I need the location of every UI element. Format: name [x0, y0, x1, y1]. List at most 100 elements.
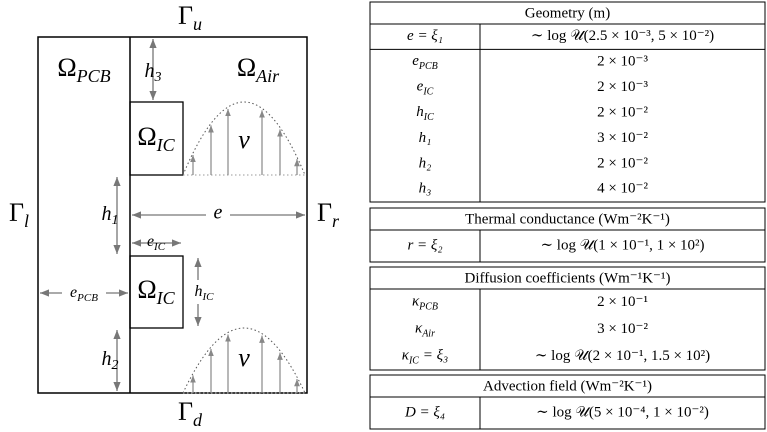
gamma-d: Γd	[178, 397, 203, 430]
hic-label: hIC	[195, 283, 215, 303]
omega-ic: ΩIC	[137, 275, 175, 308]
parameter-value: 2 × 10⁻²	[597, 104, 648, 120]
section-title: Thermal conductance (Wm⁻²K⁻¹)	[465, 211, 670, 227]
parameter-name: r = ξ₂	[407, 237, 442, 253]
parameter-value: ∼ log 𝒰(5 × 10⁻⁴, 1 × 10⁻²)	[536, 404, 709, 420]
math-sub: IC	[156, 135, 176, 155]
parameter-value: 2 × 10⁻³	[597, 79, 648, 95]
domain-outline	[37, 36, 308, 394]
math-sub: d	[193, 410, 203, 430]
math-sub: u	[193, 14, 202, 34]
omega-air: ΩAir	[237, 53, 280, 86]
parameter-name: κIC = ξ₃	[402, 348, 448, 367]
parameter-value: 2 × 10⁻³	[597, 54, 648, 70]
label-mask	[188, 280, 222, 304]
h3-label: h3	[145, 60, 162, 86]
parameter-name: e = ξ₁	[407, 28, 443, 44]
parameter-name: κAir	[415, 321, 435, 340]
math-sub: IC	[153, 241, 166, 253]
math-base: Γ	[178, 397, 193, 426]
section-box	[369, 374, 766, 430]
parameter-value: 4 × 10⁻²	[597, 181, 648, 197]
velocity-profile	[182, 101, 306, 176]
section-title: Diffusion coefficients (Wm⁻¹K⁻¹)	[465, 270, 671, 286]
math-sub: 1	[112, 213, 119, 228]
math-sub: r	[332, 211, 340, 231]
math-base: κ	[402, 348, 410, 364]
e-label: e	[214, 202, 223, 224]
ic-top	[129, 101, 184, 176]
parameter-name: ePCB	[412, 54, 438, 73]
math-sub: PCB	[76, 66, 111, 86]
math-base: h	[102, 203, 112, 225]
math-sub: l	[24, 211, 29, 231]
gamma-u: Γu	[178, 1, 202, 34]
math-sub: IC	[156, 288, 176, 308]
parameter-table: Geometry (m) e = ξ₁ ∼ log 𝒰(2.5 × 10⁻³, 5 …	[369, 1, 766, 430]
section-title: Geometry (m)	[525, 5, 610, 21]
parameter-value: 2 × 10⁻²	[597, 155, 648, 171]
section-box	[369, 266, 766, 371]
parameter-value: 2 × 10⁻¹	[597, 294, 648, 310]
parameter-name: eIC	[417, 79, 434, 98]
velocity-profile	[182, 327, 306, 394]
math-base: e	[412, 54, 419, 70]
epcb-label: ePCB	[70, 284, 98, 304]
label-mask	[62, 283, 106, 303]
math-base: e	[70, 284, 77, 301]
math-sub: Air	[255, 66, 280, 86]
parameter-name: D = ξ₄	[404, 404, 445, 420]
math-sub: IC	[422, 87, 433, 98]
math-sub: Air	[421, 329, 435, 340]
parameter-value: ∼ log 𝒰(1 × 10⁻¹, 1 × 10²)	[540, 237, 704, 253]
v-label: v	[238, 125, 250, 154]
v-label: v	[238, 343, 250, 372]
math-base: h	[145, 60, 155, 82]
math-sub: PCB	[418, 61, 438, 72]
math-sub: PCB	[76, 292, 98, 304]
math-base: Ω	[57, 53, 76, 82]
math-sub: IC	[423, 112, 434, 123]
math-sub: IC	[408, 356, 419, 367]
math-base: h	[416, 104, 424, 120]
parameter-name: h₃	[419, 181, 432, 197]
parameter-name: κPCB	[412, 294, 438, 313]
gamma-r: Γr	[317, 198, 340, 231]
math-sub: 3	[154, 70, 162, 85]
math-base: Γ	[178, 1, 193, 30]
gamma-l: Γl	[9, 198, 29, 231]
ic-bottom	[129, 255, 184, 329]
math-sub: IC	[202, 291, 215, 303]
parameter-value: 3 × 10⁻²	[597, 130, 648, 146]
omega-pcb: ΩPCB	[57, 53, 110, 86]
math-base: Ω	[237, 53, 256, 82]
section-box	[369, 207, 766, 263]
math-base: Γ	[317, 198, 332, 227]
math-base: Ω	[137, 275, 156, 304]
section-box	[369, 1, 766, 203]
parameter-value: ∼ log 𝒰(2.5 × 10⁻³, 5 × 10⁻²)	[531, 28, 714, 44]
omega-ic: ΩIC	[137, 122, 175, 155]
math-base: e	[147, 233, 154, 250]
parameter-name: h₂	[419, 155, 432, 171]
parameter-name: h₁	[419, 130, 432, 146]
math-base: κ	[412, 294, 420, 310]
math-rest: = ξ₃	[419, 348, 448, 364]
math-base: Ω	[137, 122, 156, 151]
domain-diagram: Γu Γd Γl Γr ΩPCB ΩAir ΩIC ΩIC h3 h1 h2 e…	[9, 1, 340, 430]
math-sub: 2	[112, 358, 119, 373]
math-sub: PCB	[418, 302, 438, 313]
math-base: Γ	[9, 198, 24, 227]
section-title: Advection field (Wm⁻²K⁻¹)	[483, 378, 652, 394]
eic-label: eIC	[147, 233, 166, 253]
h1-label: h1	[102, 203, 119, 229]
math-base: κ	[415, 321, 423, 337]
math-base: e	[417, 79, 424, 95]
h2-label: h2	[102, 348, 119, 374]
parameter-value: 3 × 10⁻²	[597, 321, 648, 337]
parameter-value: ∼ log 𝒰(2 × 10⁻¹, 1.5 × 10²)	[535, 348, 710, 364]
math-base: h	[102, 348, 112, 370]
parameter-name: hIC	[416, 104, 434, 123]
math-base: h	[195, 283, 203, 300]
